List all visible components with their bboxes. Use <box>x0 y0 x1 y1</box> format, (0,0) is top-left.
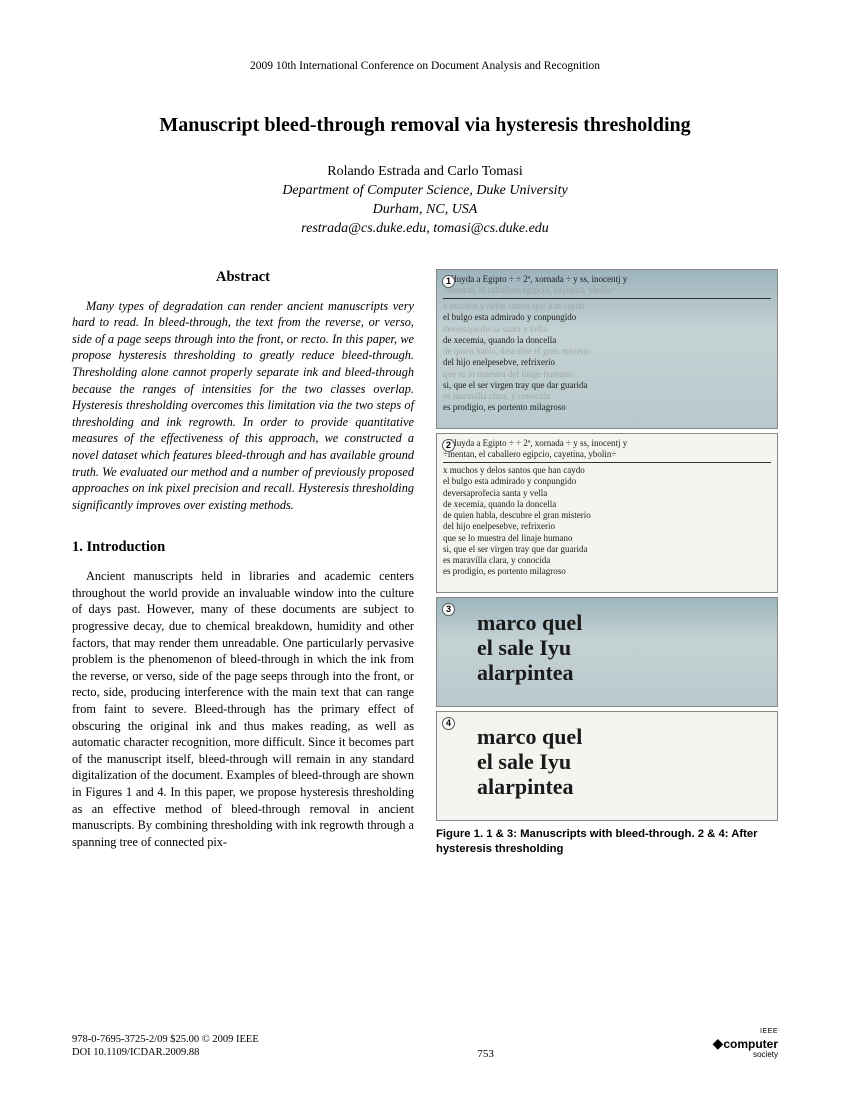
section-1-heading: 1. Introduction <box>72 539 414 556</box>
author-names: Rolando Estrada and Carlo Tomasi <box>72 163 778 182</box>
section-1-text: Ancient manuscripts held in libraries an… <box>72 568 414 850</box>
footer-publisher-logo: IEEE ◆computer society <box>713 1028 778 1060</box>
computer-text: computer <box>723 1037 778 1051</box>
manuscript-text-2: ÷ Huyda a Egipto ÷ ÷ 2ª, xornada ÷ y ss,… <box>437 434 777 582</box>
paper-title: Manuscript bleed-through removal via hys… <box>72 114 778 137</box>
figure-label-1: 1 <box>442 275 455 288</box>
footer-doi: DOI 10.1109/ICDAR.2009.88 <box>72 1046 259 1060</box>
abstract-text: Many types of degradation can render anc… <box>72 298 414 514</box>
author-block: Rolando Estrada and Carlo Tomasi Departm… <box>72 163 778 239</box>
left-column: Abstract Many types of degradation can r… <box>72 269 414 859</box>
figure-panel-1: 1 ÷ Huyda a Egipto ÷ ÷ 2ª, xornada ÷ y s… <box>436 269 778 429</box>
footer-page-number: 753 <box>477 1048 494 1060</box>
manuscript-text-3: marco quel el sale Iyu alarpintea <box>447 604 767 692</box>
society-text: society <box>713 1051 778 1060</box>
figure-panel-3: 3 marco quel el sale Iyu alarpintea <box>436 597 778 707</box>
right-column: 1 ÷ Huyda a Egipto ÷ ÷ 2ª, xornada ÷ y s… <box>436 269 778 859</box>
manuscript-text-4: marco quel el sale Iyu alarpintea <box>447 718 767 806</box>
figure-label-2: 2 <box>442 439 455 452</box>
page-footer: 978-0-7695-3725-2/09 $25.00 © 2009 IEEE … <box>72 1028 778 1060</box>
figure-caption: Figure 1. 1 & 3: Manuscripts with bleed-… <box>436 827 778 859</box>
manuscript-text-1: ÷ Huyda a Egipto ÷ ÷ 2ª, xornada ÷ y ss,… <box>437 270 777 418</box>
author-location: Durham, NC, USA <box>72 201 778 220</box>
figure-panel-2: 2 ÷ Huyda a Egipto ÷ ÷ 2ª, xornada ÷ y s… <box>436 433 778 593</box>
footer-left: 978-0-7695-3725-2/09 $25.00 © 2009 IEEE … <box>72 1033 259 1060</box>
figure-label-3: 3 <box>442 603 455 616</box>
conference-header: 2009 10th International Conference on Do… <box>72 60 778 72</box>
abstract-heading: Abstract <box>72 269 414 286</box>
author-affiliation: Department of Computer Science, Duke Uni… <box>72 182 778 201</box>
author-emails: restrada@cs.duke.edu, tomasi@cs.duke.edu <box>72 220 778 239</box>
figure-label-4: 4 <box>442 717 455 730</box>
footer-isbn: 978-0-7695-3725-2/09 $25.00 © 2009 IEEE <box>72 1033 259 1047</box>
figure-panel-4: 4 marco quel el sale Iyu alarpintea <box>436 711 778 821</box>
